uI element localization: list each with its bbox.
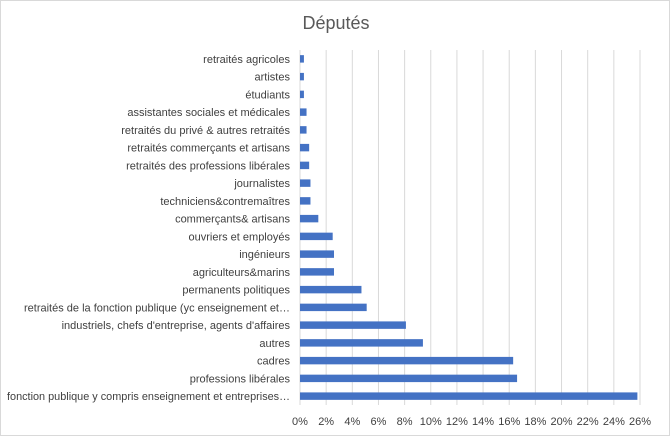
category-label: techniciens&contremaîtres	[160, 196, 290, 208]
category-label: permanents politiques	[182, 285, 290, 297]
category-label: journalistes	[233, 178, 290, 190]
x-tick-label: 16%	[498, 416, 520, 428]
category-label: assistantes sociales et médicales	[127, 107, 290, 119]
category-labels: retraités agricoles artistes étudiants assi…	[7, 54, 290, 403]
bar	[300, 55, 304, 63]
bar	[300, 392, 638, 400]
bar	[300, 285, 362, 294]
category-label: agriculteurs&marins	[193, 267, 291, 279]
bar	[300, 143, 310, 152]
x-tick-label: 14%	[472, 416, 494, 428]
category-label: autres	[259, 338, 290, 350]
category-label: étudiants	[245, 89, 290, 101]
bar	[300, 161, 310, 170]
x-tick-label: 10%	[420, 416, 442, 428]
bar	[300, 374, 518, 383]
x-tick-label: 6%	[371, 416, 387, 428]
category-label: fonction publique y compris enseignement…	[7, 391, 290, 403]
category-label: retraités commerçants et artisans	[127, 143, 290, 155]
bar	[300, 214, 319, 223]
x-tick-label: 18%	[524, 416, 546, 428]
bar	[300, 339, 423, 347]
category-label: retraités agricoles	[203, 54, 290, 66]
x-tick-label: 24%	[603, 416, 625, 428]
chart-title: Députés	[302, 13, 369, 33]
x-tick-label: 12%	[446, 416, 468, 428]
x-tick-label: 8%	[397, 416, 413, 428]
bar	[300, 303, 367, 312]
category-label: retraités du privé & autres retraités	[121, 125, 290, 137]
bar	[300, 197, 311, 205]
bar	[300, 90, 304, 99]
category-label: artistes	[255, 72, 291, 84]
category-label: professions libérales	[190, 373, 291, 385]
bar	[300, 108, 307, 116]
x-axis-ticks: 0% 2% 4% 6% 8% 10% 12% 14% 16% 18% 20% 22% 24% 26%	[292, 416, 651, 428]
x-tick-label: 4%	[344, 416, 360, 428]
x-tick-label: 0%	[292, 416, 308, 428]
x-tick-label: 22%	[577, 416, 599, 428]
category-label: commerçants& artisans	[175, 214, 290, 226]
category-label: retraités de la fonction publique (yc en…	[24, 302, 290, 314]
category-label: ouvriers et employés	[189, 231, 291, 243]
bar	[300, 179, 311, 187]
bar	[300, 321, 406, 329]
gridlines	[299, 50, 641, 405]
bar	[300, 126, 307, 134]
x-tick-label: 20%	[551, 416, 573, 428]
bar	[300, 250, 334, 258]
category-label: industriels, chefs d'entreprise, agents …	[62, 320, 291, 332]
bar	[300, 232, 333, 241]
bar	[300, 72, 304, 81]
x-tick-label: 26%	[629, 416, 651, 428]
bar	[300, 356, 514, 365]
category-label: cadres	[257, 356, 291, 368]
category-label: retraités des professions libérales	[126, 160, 290, 172]
x-tick-label: 2%	[318, 416, 334, 428]
bar	[300, 268, 334, 276]
bars	[300, 55, 638, 400]
category-label: ingénieurs	[239, 249, 290, 261]
